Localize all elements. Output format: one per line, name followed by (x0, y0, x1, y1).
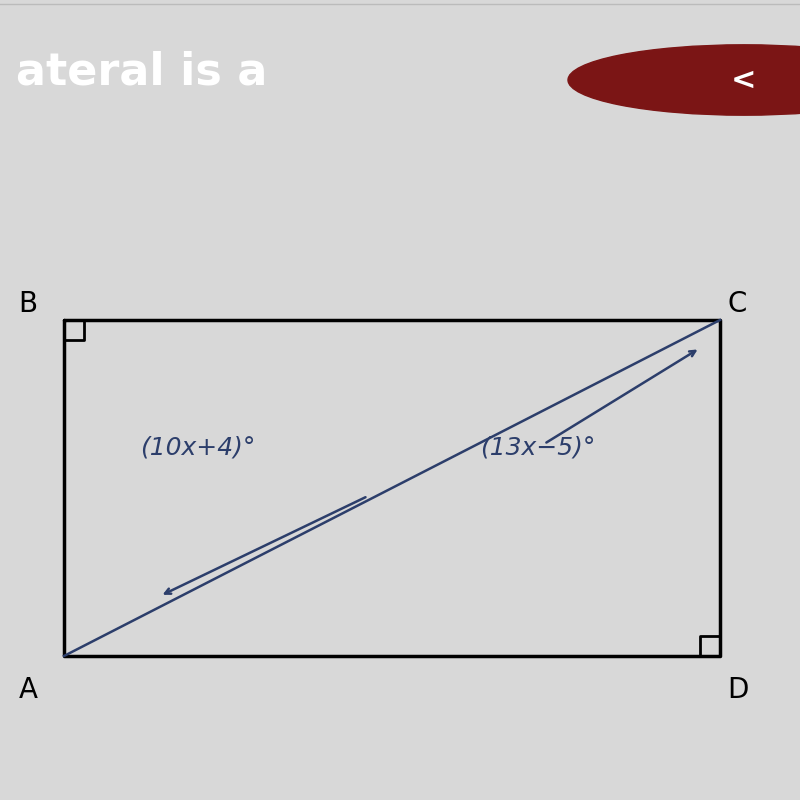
Text: (13x−5)°: (13x−5)° (480, 436, 595, 460)
Text: <: < (731, 66, 757, 94)
Text: ateral is a: ateral is a (16, 50, 267, 94)
Text: (10x+4)°: (10x+4)° (140, 436, 255, 460)
Text: D: D (727, 675, 748, 704)
Circle shape (568, 45, 800, 115)
Text: B: B (18, 290, 38, 318)
Text: C: C (728, 290, 747, 318)
Text: A: A (18, 675, 38, 704)
